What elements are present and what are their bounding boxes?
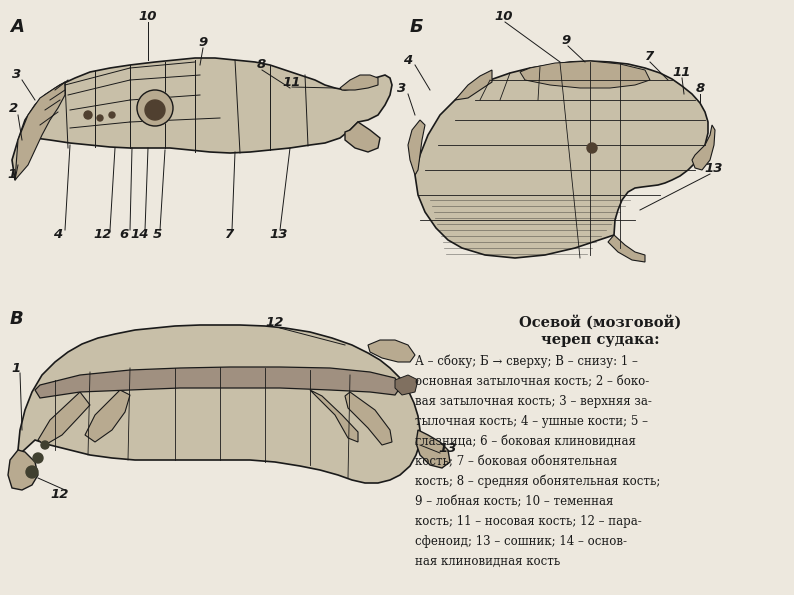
Text: 1: 1: [7, 168, 17, 181]
Polygon shape: [35, 367, 400, 398]
Text: 2: 2: [10, 102, 18, 114]
Polygon shape: [85, 390, 130, 442]
Text: 1: 1: [11, 362, 21, 374]
Text: 12: 12: [266, 315, 284, 328]
Circle shape: [109, 112, 115, 118]
Text: 11: 11: [673, 65, 692, 79]
Circle shape: [145, 100, 165, 120]
Text: 13: 13: [439, 441, 457, 455]
Text: А – сбоку; Б → сверху; В – снизу: 1 –: А – сбоку; Б → сверху; В – снизу: 1 –: [415, 355, 638, 368]
Text: ная клиновидная кость: ная клиновидная кость: [415, 555, 561, 568]
Text: 5: 5: [152, 228, 162, 242]
Text: Б: Б: [410, 18, 424, 36]
Polygon shape: [345, 122, 380, 152]
Circle shape: [587, 143, 597, 153]
Text: кость; 8 – средняя обонятельная кость;: кость; 8 – средняя обонятельная кость;: [415, 475, 661, 488]
Text: 8: 8: [696, 82, 704, 95]
Text: А: А: [10, 18, 24, 36]
Text: 3: 3: [397, 82, 407, 95]
Circle shape: [33, 453, 43, 463]
Polygon shape: [455, 70, 492, 100]
Text: 14: 14: [131, 228, 149, 242]
Text: 8: 8: [256, 58, 266, 71]
Text: череп судака:: череп судака:: [541, 333, 659, 347]
Text: тылочная кость; 4 – ушные кости; 5 –: тылочная кость; 4 – ушные кости; 5 –: [415, 415, 648, 428]
Text: 10: 10: [139, 11, 157, 23]
Polygon shape: [12, 58, 392, 180]
Text: сфеноид; 13 – сошник; 14 – основ-: сфеноид; 13 – сошник; 14 – основ-: [415, 535, 627, 548]
Polygon shape: [18, 325, 420, 483]
Text: глазница; 6 – боковая клиновидная: глазница; 6 – боковая клиновидная: [415, 435, 636, 448]
Text: основная затылочная кость; 2 – боко-: основная затылочная кость; 2 – боко-: [415, 375, 649, 388]
Polygon shape: [415, 61, 708, 258]
Circle shape: [41, 441, 49, 449]
Text: 9: 9: [561, 33, 571, 46]
Text: 10: 10: [495, 11, 513, 23]
Polygon shape: [408, 120, 425, 175]
Circle shape: [26, 466, 38, 478]
Polygon shape: [692, 125, 715, 170]
Polygon shape: [416, 430, 450, 468]
Circle shape: [137, 90, 173, 126]
Polygon shape: [395, 375, 418, 395]
Text: 4: 4: [53, 228, 63, 242]
Circle shape: [84, 111, 92, 119]
Text: 3: 3: [13, 68, 21, 82]
Text: 12: 12: [51, 488, 69, 502]
Text: 9: 9: [198, 36, 207, 49]
Text: 6: 6: [119, 228, 129, 242]
Text: 7: 7: [646, 49, 654, 62]
Text: кость; 11 – носовая кость; 12 – пара-: кость; 11 – носовая кость; 12 – пара-: [415, 515, 642, 528]
Polygon shape: [608, 235, 645, 262]
Text: 7: 7: [225, 228, 234, 242]
Polygon shape: [340, 75, 378, 90]
Text: 12: 12: [94, 228, 112, 242]
Polygon shape: [38, 392, 90, 445]
Text: 4: 4: [403, 54, 413, 67]
Text: 13: 13: [705, 161, 723, 174]
Polygon shape: [8, 450, 38, 490]
Polygon shape: [345, 392, 392, 445]
Polygon shape: [520, 61, 650, 88]
Text: 11: 11: [283, 76, 301, 89]
Text: вая затылочная кость; 3 – верхняя за-: вая затылочная кость; 3 – верхняя за-: [415, 395, 652, 408]
Text: кость; 7 – боковая обонятельная: кость; 7 – боковая обонятельная: [415, 455, 617, 468]
Text: 9 – лобная кость; 10 – теменная: 9 – лобная кость; 10 – теменная: [415, 495, 614, 508]
Circle shape: [97, 115, 103, 121]
Text: 13: 13: [270, 228, 288, 242]
Text: В: В: [10, 310, 24, 328]
Polygon shape: [310, 390, 358, 442]
Text: Осевой (мозговой): Осевой (мозговой): [518, 315, 681, 330]
Polygon shape: [15, 82, 65, 180]
Polygon shape: [368, 340, 415, 362]
